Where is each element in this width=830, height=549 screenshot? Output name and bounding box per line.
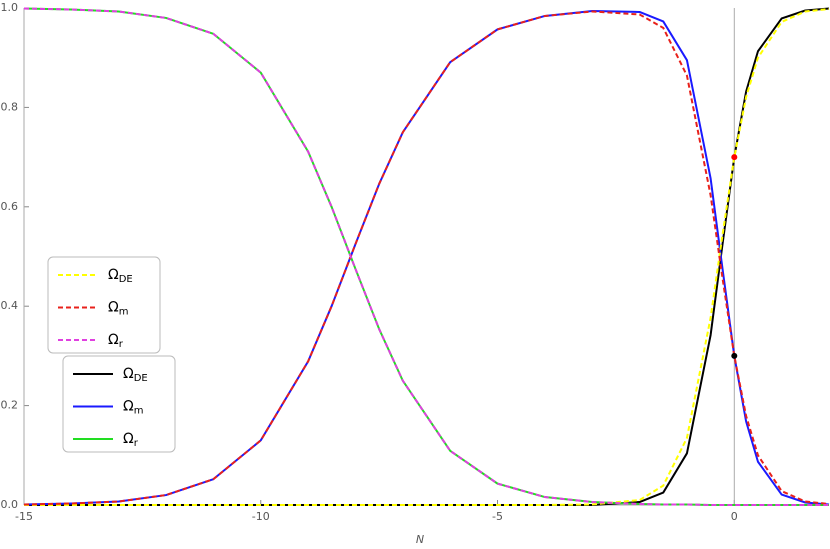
y-tick-label: 0.2 (1, 399, 19, 412)
marker-point (731, 352, 738, 359)
y-tick-label: 0.8 (1, 100, 19, 113)
y-tick-label: 1.0 (1, 1, 19, 14)
x-axis-title: N (416, 533, 424, 546)
series-line (24, 7, 830, 506)
x-tick-label: -10 (252, 510, 270, 523)
y-tick-label: 0.4 (1, 299, 19, 312)
x-tick-label: 0 (731, 510, 738, 523)
y-tick-label: 0.0 (1, 498, 19, 511)
legend-box (62, 355, 176, 453)
legend-box (47, 256, 161, 354)
y-tick-label: 0.6 (1, 200, 19, 213)
series-line (23, 10, 830, 506)
x-tick-label: -5 (492, 510, 503, 523)
series-line (23, 7, 829, 506)
marker-point (731, 154, 738, 161)
x-tick-label: -15 (15, 510, 33, 523)
